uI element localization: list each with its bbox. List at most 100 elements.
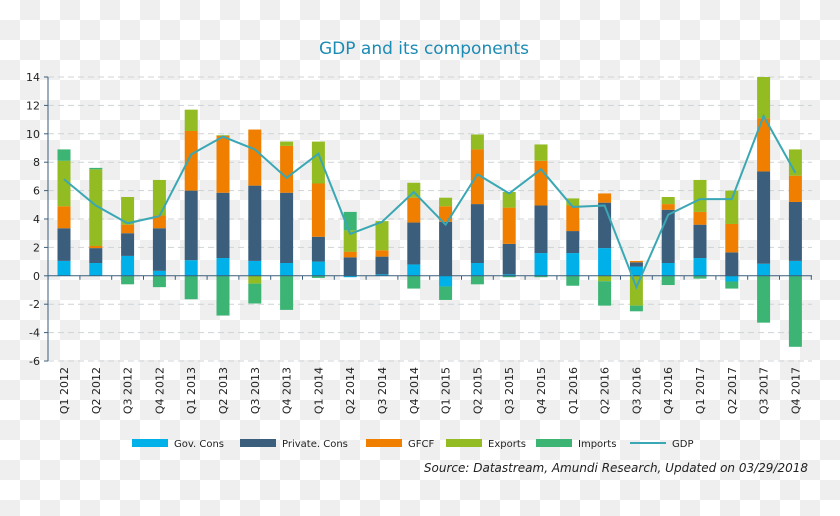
bar-imports <box>407 275 421 289</box>
x-tick-label: Q1 2012 <box>58 367 71 414</box>
bar-private-cons <box>566 231 580 254</box>
bar-private-cons <box>407 222 421 265</box>
x-tick-label: Q4 2015 <box>535 367 548 414</box>
bar-gfcf <box>757 118 771 172</box>
bar-gfcf <box>57 206 71 229</box>
bar-gov-cons <box>661 263 675 276</box>
bar-gfcf <box>121 224 135 234</box>
bar-exports <box>661 196 675 205</box>
bar-exports <box>725 190 739 224</box>
x-tick-label: Q1 2013 <box>185 367 198 414</box>
legend-label: Imports <box>578 439 616 450</box>
bar-gov-cons <box>566 253 580 276</box>
bar-gfcf <box>280 145 294 193</box>
legend-swatch <box>366 439 402 447</box>
bar-exports <box>311 141 325 184</box>
gdp-line <box>63 113 797 290</box>
legend-item: GFCF <box>366 439 434 450</box>
x-tick-label: Q3 2013 <box>249 367 262 414</box>
y-tick-label: 0 <box>33 270 40 283</box>
bar-gov-cons <box>343 275 357 278</box>
bar-imports <box>311 275 325 278</box>
x-tick-label: Q4 2016 <box>662 367 675 414</box>
bar-private-cons <box>152 228 166 271</box>
x-tick-label: Q2 2017 <box>726 367 739 414</box>
legend-label: Gov. Cons <box>174 439 224 450</box>
bar-private-cons <box>534 205 548 254</box>
bar-gov-cons <box>757 263 771 276</box>
bar-imports <box>470 275 484 285</box>
x-tick-label: Q2 2016 <box>599 367 612 414</box>
bar-exports <box>534 144 548 161</box>
bar-gov-cons <box>216 258 230 276</box>
x-tick-label: Q2 2015 <box>471 367 484 414</box>
bar-gov-cons <box>534 253 548 276</box>
gdp-line-path <box>63 113 797 290</box>
legend-swatch <box>132 439 168 447</box>
bar-private-cons <box>661 209 675 264</box>
bar-imports <box>57 149 71 161</box>
bar-exports <box>248 275 262 284</box>
bar-exports <box>343 230 357 252</box>
y-tick-label: 6 <box>33 185 40 198</box>
chart-title: GDP and its components <box>319 39 529 59</box>
bar-private-cons <box>788 201 802 261</box>
bar-exports <box>89 169 103 246</box>
bar-gfcf <box>598 193 612 203</box>
gridlines <box>48 76 812 362</box>
bar-gfcf <box>661 204 675 210</box>
bar-exports <box>57 160 71 207</box>
y-tick-label: -6 <box>29 355 40 368</box>
bar-gfcf <box>375 250 389 257</box>
bar-private-cons <box>375 256 389 275</box>
bar-gfcf <box>216 135 230 193</box>
bar-imports <box>725 281 739 289</box>
bar-gfcf <box>470 149 484 205</box>
bar-gov-cons <box>311 261 325 276</box>
x-tick-label: Q4 2017 <box>789 367 802 414</box>
bar-private-cons <box>725 252 739 276</box>
x-tick-label: Q1 2016 <box>567 367 580 414</box>
legend-item: Gov. Cons <box>132 439 224 450</box>
bar-imports <box>693 275 707 279</box>
bar-private-cons <box>343 257 357 276</box>
y-tick-label: 14 <box>26 71 40 84</box>
legend-swatch <box>240 439 276 447</box>
bar-private-cons <box>121 233 135 256</box>
bar-private-cons <box>311 236 325 262</box>
bar-private-cons <box>629 262 643 267</box>
legend-label: GFCF <box>408 439 434 450</box>
bar-imports <box>566 275 580 286</box>
bar-gfcf <box>248 129 262 186</box>
bar-imports <box>534 275 548 278</box>
bar-gov-cons <box>57 260 71 276</box>
x-tick-label: Q4 2013 <box>281 367 294 414</box>
bar-gfcf <box>534 160 548 206</box>
bar-imports <box>89 167 103 170</box>
axes: -6 -4 -2 0 2 4 6 8 10 12 14 <box>26 71 812 368</box>
legend-label: Exports <box>488 439 526 450</box>
y-tick-label: -2 <box>29 298 40 311</box>
source-annotation: Source: Datastream, Amundi Research, Upd… <box>424 461 808 475</box>
bar-imports <box>121 275 135 285</box>
bar-private-cons <box>57 228 71 261</box>
bar-gfcf <box>566 205 580 232</box>
legend: Gov. Cons Private. Cons GFCF Exports Imports… <box>132 439 693 450</box>
bar-private-cons <box>248 185 262 261</box>
legend-label: Private. Cons <box>282 439 348 450</box>
bar-private-cons <box>598 202 612 249</box>
bar-exports <box>502 192 516 208</box>
x-tick-label: Q3 2015 <box>503 367 516 414</box>
bar-exports <box>121 196 135 225</box>
y-tick-label: 8 <box>33 156 40 169</box>
bar-imports <box>216 275 230 316</box>
bar-imports <box>439 286 453 300</box>
bar-private-cons <box>184 190 198 261</box>
bar-gov-cons <box>470 263 484 276</box>
bar-gfcf <box>89 245 103 249</box>
bar-private-cons <box>693 224 707 259</box>
x-tick-label: Q1 2017 <box>694 367 707 414</box>
legend-swatch <box>446 439 482 447</box>
bar-gov-cons <box>407 264 421 276</box>
legend-item: Imports <box>536 439 616 450</box>
